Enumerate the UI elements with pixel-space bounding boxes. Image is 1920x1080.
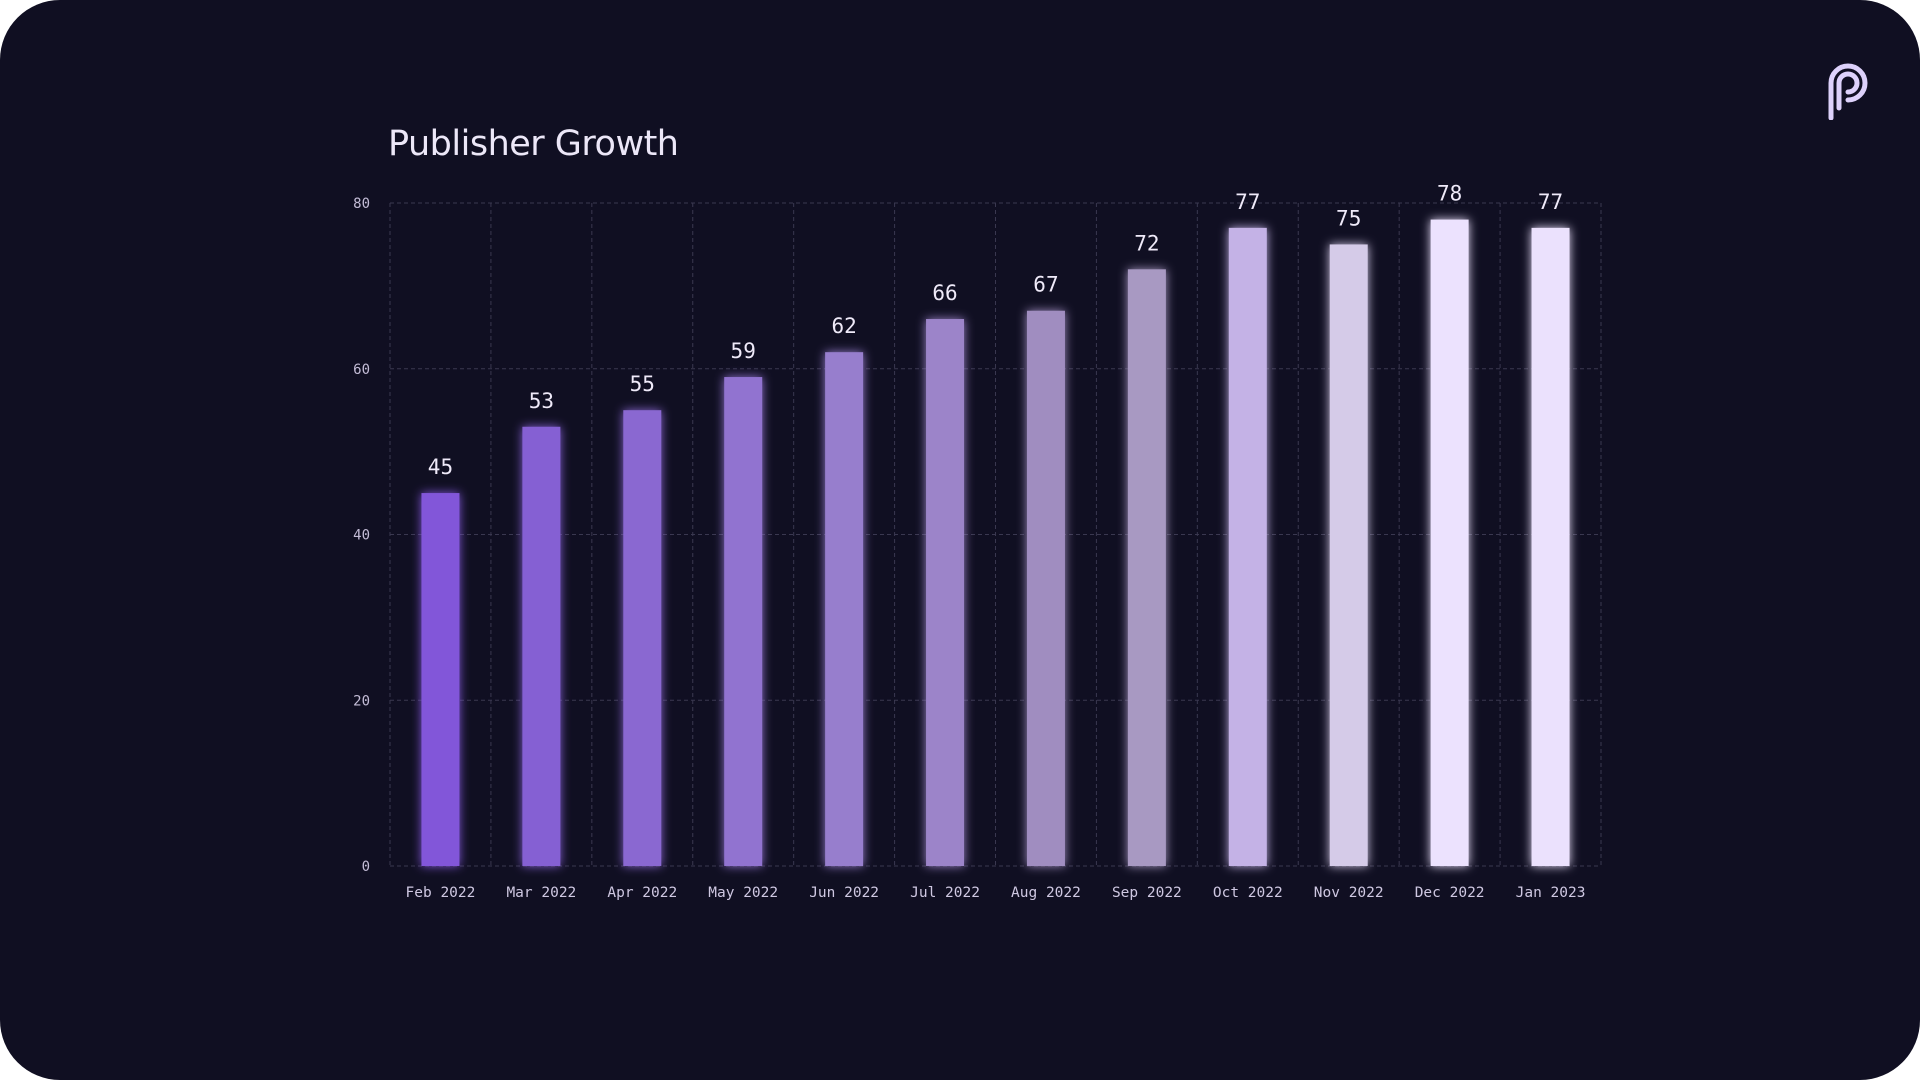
chart-title: Publisher Growth [388, 124, 679, 164]
bar [1329, 244, 1368, 866]
bar [522, 426, 561, 866]
x-tick-label: Oct 2022 [1213, 885, 1283, 901]
chart-grid [389, 202, 1602, 867]
bar [1531, 227, 1570, 867]
y-tick-label: 60 [353, 362, 370, 378]
x-tick-label: Aug 2022 [1011, 885, 1081, 901]
bar [724, 377, 763, 866]
bar-value-label: 55 [630, 372, 655, 396]
bar-value-label: 53 [529, 389, 554, 413]
bar-value-label: 77 [1235, 190, 1260, 214]
bar-value-label: 59 [731, 339, 756, 363]
bar-value-label: 77 [1538, 190, 1563, 214]
bar-value-label: 78 [1437, 182, 1462, 206]
bar [825, 352, 864, 866]
bar [1026, 310, 1065, 866]
bar [421, 493, 460, 866]
bar [926, 319, 965, 866]
p-logo-icon [1828, 63, 1868, 120]
x-tick-label: Apr 2022 [607, 885, 677, 901]
x-tick-label: Feb 2022 [406, 885, 476, 901]
bar [1430, 219, 1469, 866]
y-tick-label: 40 [353, 528, 370, 544]
x-tick-label: Dec 2022 [1415, 885, 1485, 901]
y-tick-label: 0 [362, 859, 370, 875]
bar-value-label: 75 [1336, 206, 1361, 230]
x-tick-label: May 2022 [708, 885, 778, 901]
bar [1127, 269, 1166, 866]
y-tick-label: 20 [353, 693, 370, 709]
x-tick-label: Jul 2022 [910, 885, 980, 901]
y-tick-label: 80 [353, 196, 370, 212]
bar-value-label: 66 [932, 281, 957, 305]
x-tick-label: Nov 2022 [1314, 885, 1384, 901]
bar-value-label: 67 [1033, 273, 1058, 297]
bar [623, 410, 662, 866]
bar [1228, 227, 1267, 867]
bar-value-label: 62 [831, 314, 856, 338]
x-tick-label: Jun 2022 [809, 885, 879, 901]
x-tick-label: Mar 2022 [506, 885, 576, 901]
chart-labels: 0 20 40 60 80 45 Feb 2022 53 Mar 2022 55 Apr 2022 5… [353, 182, 1585, 901]
bar-value-label: 45 [428, 455, 453, 479]
bar-series [421, 219, 1570, 867]
x-tick-label: Sep 2022 [1112, 885, 1182, 901]
x-tick-label: Jan 2023 [1516, 885, 1586, 901]
bar-value-label: 72 [1134, 231, 1159, 255]
